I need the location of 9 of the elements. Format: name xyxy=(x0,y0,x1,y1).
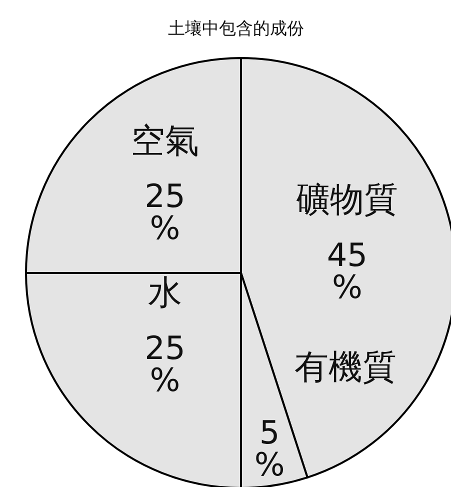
slice-label: 水 xyxy=(148,273,182,314)
data-label: 45% xyxy=(326,236,368,306)
slice-label: 空氣 xyxy=(130,120,199,161)
slice-label: 有機質 xyxy=(294,347,397,388)
data-label: 25% xyxy=(144,176,186,247)
slice-label: 礦物質 xyxy=(296,180,398,220)
data-label: 5% xyxy=(254,414,285,484)
chart-title: 土壤中包含的成份 xyxy=(168,19,304,39)
data-label: 25% xyxy=(144,329,186,400)
